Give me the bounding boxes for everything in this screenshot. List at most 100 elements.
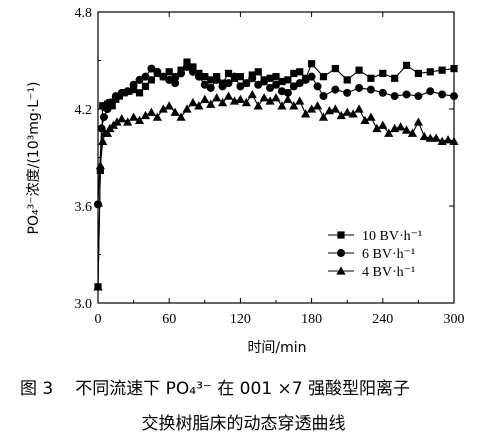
data-point-circle bbox=[171, 79, 180, 88]
data-point-square bbox=[414, 69, 422, 78]
data-point-circle bbox=[99, 113, 108, 122]
y-tick-label: 3.0 bbox=[75, 297, 93, 312]
data-point-circle bbox=[390, 92, 399, 101]
data-point-circle bbox=[212, 75, 221, 84]
data-point-triangle bbox=[95, 160, 105, 170]
data-point-triangle bbox=[289, 101, 299, 110]
data-point-circle bbox=[218, 82, 227, 91]
data-point-square bbox=[147, 76, 155, 84]
data-point-square bbox=[254, 68, 262, 76]
data-point-circle bbox=[301, 75, 310, 84]
y-axis-title: PO₄³⁻浓度/(10³mg·L⁻¹) bbox=[26, 82, 42, 235]
data-point-square bbox=[296, 68, 304, 76]
data-point-triangle bbox=[241, 97, 251, 107]
data-point-circle bbox=[254, 80, 263, 89]
data-point-circle bbox=[272, 80, 280, 89]
data-point-square bbox=[266, 74, 274, 82]
data-point-circle bbox=[260, 77, 269, 86]
data-point-circle bbox=[206, 83, 215, 92]
data-point-triangle bbox=[164, 101, 174, 110]
data-point-triangle bbox=[283, 94, 293, 103]
figure-caption-line1: 图 3 不同流速下 PO₄³⁻ 在 001 ×7 强酸型阳离子 bbox=[20, 374, 487, 399]
data-point-square bbox=[207, 76, 215, 84]
data-point-square bbox=[189, 63, 197, 71]
data-point-circle bbox=[200, 80, 209, 89]
data-point-triangle bbox=[330, 104, 340, 113]
y-tick-label: 4.8 bbox=[75, 6, 93, 21]
data-point-circle bbox=[123, 87, 132, 96]
data-point-circle bbox=[165, 75, 174, 84]
data-point-triangle bbox=[188, 97, 198, 107]
data-point-circle bbox=[135, 75, 144, 84]
data-point-triangle bbox=[396, 122, 406, 131]
data-point-circle bbox=[97, 124, 106, 133]
legend-item: 4 BV·h⁻¹ bbox=[328, 265, 415, 280]
data-point-triangle bbox=[206, 99, 216, 108]
data-point-circle bbox=[177, 69, 186, 78]
data-point-square bbox=[290, 69, 298, 78]
data-point-square bbox=[135, 89, 144, 97]
data-point-square bbox=[438, 66, 446, 74]
data-point-square bbox=[337, 231, 345, 239]
data-point-triangle bbox=[348, 109, 358, 118]
data-point-square bbox=[367, 74, 375, 82]
data-point-triangle bbox=[419, 131, 429, 141]
data-point-circle bbox=[402, 90, 411, 99]
data-point-circle bbox=[230, 72, 239, 81]
data-point-triangle bbox=[407, 128, 418, 137]
data-point-circle bbox=[366, 85, 375, 94]
data-point-square bbox=[284, 76, 292, 84]
series-circle bbox=[94, 62, 458, 209]
data-point-circle bbox=[188, 67, 197, 76]
data-point-circle bbox=[159, 72, 168, 81]
data-point-circle bbox=[141, 72, 150, 81]
data-point-square bbox=[308, 60, 316, 68]
data-point-triangle bbox=[301, 109, 311, 118]
data-point-circle bbox=[236, 82, 245, 91]
data-point-triangle bbox=[336, 266, 346, 275]
data-point-square bbox=[278, 77, 286, 86]
data-point-triangle bbox=[123, 117, 133, 126]
data-point-triangle bbox=[259, 93, 269, 102]
data-point-triangle bbox=[378, 120, 388, 129]
data-point-square bbox=[224, 69, 233, 78]
legend-label: 10 BV·h⁻¹ bbox=[362, 229, 422, 244]
data-point-triangle bbox=[194, 101, 204, 110]
data-point-square bbox=[183, 58, 191, 66]
data-point-circle bbox=[103, 105, 112, 113]
data-point-circle bbox=[224, 79, 233, 88]
data-point-circle bbox=[313, 82, 322, 91]
data-point-circle bbox=[248, 74, 257, 83]
data-point-circle bbox=[266, 83, 275, 92]
data-point-triangle bbox=[117, 114, 127, 123]
data-point-square bbox=[236, 73, 244, 81]
data-point-circle bbox=[295, 79, 304, 88]
data-point-triangle bbox=[140, 110, 151, 120]
y-tick-label: 3.6 bbox=[75, 200, 93, 215]
data-point-triangle bbox=[342, 107, 352, 116]
figure-caption-text-2: 交换树脂床的动态穿透曲线 bbox=[141, 414, 346, 434]
data-point-square bbox=[379, 69, 387, 78]
data-point-square bbox=[319, 73, 328, 81]
data-point-square bbox=[426, 68, 434, 76]
data-point-square bbox=[331, 64, 339, 73]
data-point-square bbox=[450, 64, 458, 73]
axis-ticks: 0 60 120 180 240 300 3.0 3.6 4.2 4.8 bbox=[75, 6, 465, 327]
x-axis-title: 时间/min bbox=[247, 340, 306, 356]
data-point-triangle bbox=[318, 112, 329, 121]
data-point-circle bbox=[153, 67, 162, 76]
data-point-triangle bbox=[295, 96, 305, 105]
data-point-square bbox=[391, 74, 399, 82]
data-point-triangle bbox=[336, 110, 346, 120]
data-point-triangle bbox=[98, 136, 108, 146]
data-point-triangle bbox=[265, 96, 275, 105]
data-point-circle bbox=[194, 72, 203, 81]
data-point-circle bbox=[331, 85, 340, 94]
data-point-circle bbox=[111, 92, 120, 101]
data-point-triangle bbox=[401, 125, 412, 134]
data-point-triangle bbox=[176, 112, 186, 121]
x-tick-label: 180 bbox=[301, 312, 322, 327]
data-point-square bbox=[165, 68, 173, 76]
data-point-circle bbox=[147, 64, 156, 73]
